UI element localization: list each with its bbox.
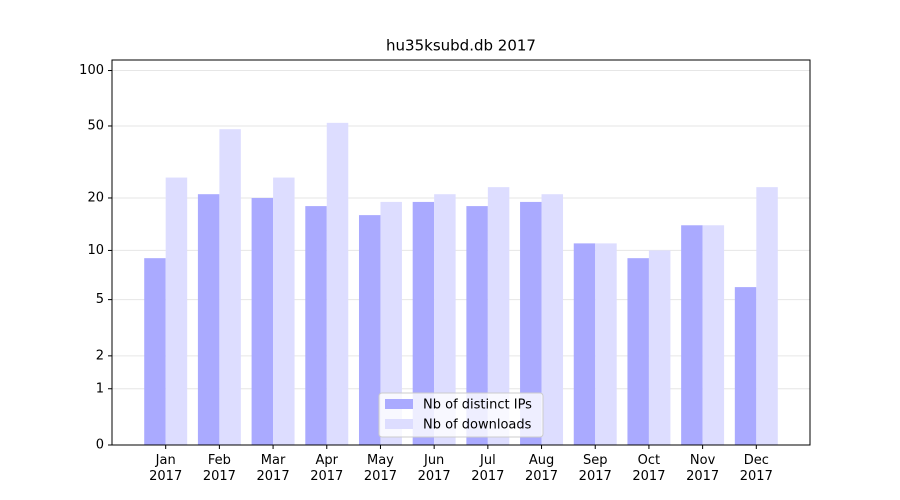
bar [165, 177, 188, 445]
x-tick-label: Jan 2017 [149, 453, 183, 484]
y-tick-label: 2 [96, 348, 104, 363]
legend-swatch [385, 399, 413, 409]
plot-frame [111, 59, 811, 446]
x-tick-label: Nov 2017 [686, 453, 720, 484]
x-tick-label: May 2017 [363, 453, 397, 484]
y-tick-label: 20 [87, 190, 104, 205]
bar [595, 243, 617, 445]
x-tick-label: Mar 2017 [256, 453, 290, 484]
legend-label: Nb of downloads [423, 418, 532, 433]
bar [197, 194, 220, 445]
x-tick-label: Oct 2017 [632, 453, 666, 484]
chart-title: hu35ksubd.db 2017 [386, 37, 536, 55]
bar [144, 258, 166, 445]
bar [648, 250, 671, 445]
bar [487, 187, 510, 445]
bar [219, 129, 241, 445]
x-tick-label: Feb 2017 [202, 453, 236, 484]
bar [681, 225, 703, 445]
y-tick-label: 100 [79, 63, 104, 78]
bar [627, 258, 649, 445]
bar [305, 206, 327, 445]
x-tick-label: Sep 2017 [578, 453, 612, 484]
y-tick-label: 5 [96, 292, 104, 307]
x-tick-label: Apr 2017 [310, 453, 344, 484]
y-tick-label: 0 [96, 438, 104, 453]
bar [273, 177, 295, 445]
x-tick-label: Jun 2017 [417, 453, 451, 484]
x-tick-label: Aug 2017 [524, 453, 559, 484]
x-tick-label: Jul 2017 [471, 453, 505, 484]
bar [466, 206, 488, 445]
bar [358, 215, 381, 445]
bar [380, 201, 402, 445]
bar [520, 201, 542, 445]
y-tick-label: 10 [87, 243, 104, 258]
bar [734, 287, 757, 445]
legend-swatch [385, 419, 413, 429]
y-tick-label: 50 [87, 118, 104, 133]
bar [434, 194, 456, 445]
legend-label: Nb of distinct IPs [423, 398, 532, 413]
bar [573, 243, 596, 445]
legend-box [378, 392, 544, 438]
x-tick-label: Dec 2017 [739, 453, 773, 484]
bar [702, 225, 725, 445]
bar [541, 194, 564, 445]
bar [412, 201, 435, 445]
bar [756, 187, 778, 445]
bar [326, 122, 349, 445]
y-tick-label: 1 [96, 381, 104, 396]
bar [251, 197, 274, 445]
